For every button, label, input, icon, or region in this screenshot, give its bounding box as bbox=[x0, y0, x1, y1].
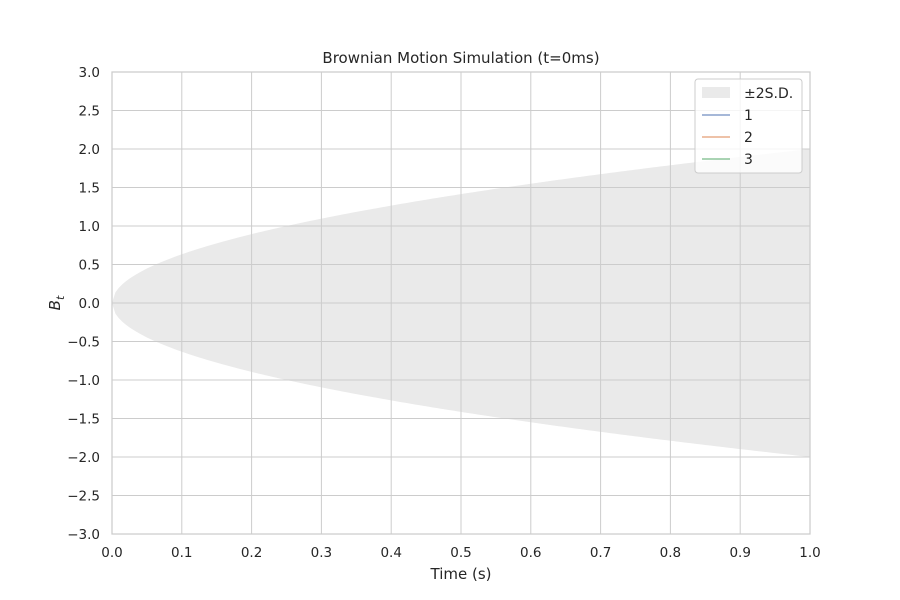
x-tick-label: 0.3 bbox=[311, 545, 332, 561]
x-tick-label: 0.1 bbox=[171, 545, 192, 561]
x-tick-label: 0.7 bbox=[590, 545, 611, 561]
legend-box bbox=[694, 78, 803, 174]
legend-label-2: 2 bbox=[744, 130, 753, 146]
x-tick-label: 1.0 bbox=[799, 545, 820, 561]
y-tick-label: 0.0 bbox=[79, 296, 100, 312]
y-tick-label: 3.0 bbox=[79, 65, 100, 81]
x-tick-label: 0.0 bbox=[101, 545, 122, 561]
legend-label-1: 1 bbox=[744, 108, 753, 124]
chart-title: Brownian Motion Simulation (t=0ms) bbox=[322, 49, 599, 67]
y-tick-label: −1.5 bbox=[67, 412, 100, 428]
y-axis-label-main: B bbox=[46, 300, 64, 310]
y-tick-label: 0.5 bbox=[79, 258, 100, 274]
y-axis-label-sub: t bbox=[54, 295, 67, 300]
legend: ±2S.D. 1 2 3 bbox=[694, 78, 803, 174]
x-tick-label: 0.9 bbox=[729, 545, 750, 561]
y-tick-label: −2.5 bbox=[67, 489, 100, 505]
y-tick-label: 2.0 bbox=[79, 142, 100, 158]
x-axis-label: Time (s) bbox=[430, 565, 492, 583]
legend-label-3: 3 bbox=[744, 152, 753, 168]
y-tick-labels: 3.0 2.5 2.0 1.5 1.0 0.5 0.0 −0.5 −1.0 −1.5 −2.0 −2.… bbox=[67, 65, 100, 543]
y-tick-label: 1.5 bbox=[79, 181, 100, 197]
y-tick-label: 1.0 bbox=[79, 219, 100, 235]
y-tick-label: 2.5 bbox=[79, 104, 100, 120]
x-tick-labels: 0.0 0.1 0.2 0.3 0.4 0.5 0.6 0.7 0.8 0.9 1.0 bbox=[101, 545, 820, 561]
x-tick-label: 0.2 bbox=[241, 545, 262, 561]
plot-frame bbox=[111, 71, 811, 535]
x-tick-label: 0.4 bbox=[380, 545, 401, 561]
y-axis-label: Bt bbox=[46, 295, 67, 310]
y-tick-label: −1.0 bbox=[67, 373, 100, 389]
x-tick-label: 0.8 bbox=[660, 545, 681, 561]
legend-series: 1 2 3 bbox=[702, 108, 753, 168]
legend-band-label: ±2S.D. bbox=[744, 86, 793, 102]
y-tick-label: −2.0 bbox=[67, 450, 100, 466]
legend-band-swatch bbox=[702, 87, 730, 98]
y-tick-label: −0.5 bbox=[67, 335, 100, 351]
x-tick-label: 0.6 bbox=[520, 545, 541, 561]
x-tick-label: 0.5 bbox=[450, 545, 471, 561]
y-tick-label: −3.0 bbox=[67, 527, 100, 543]
